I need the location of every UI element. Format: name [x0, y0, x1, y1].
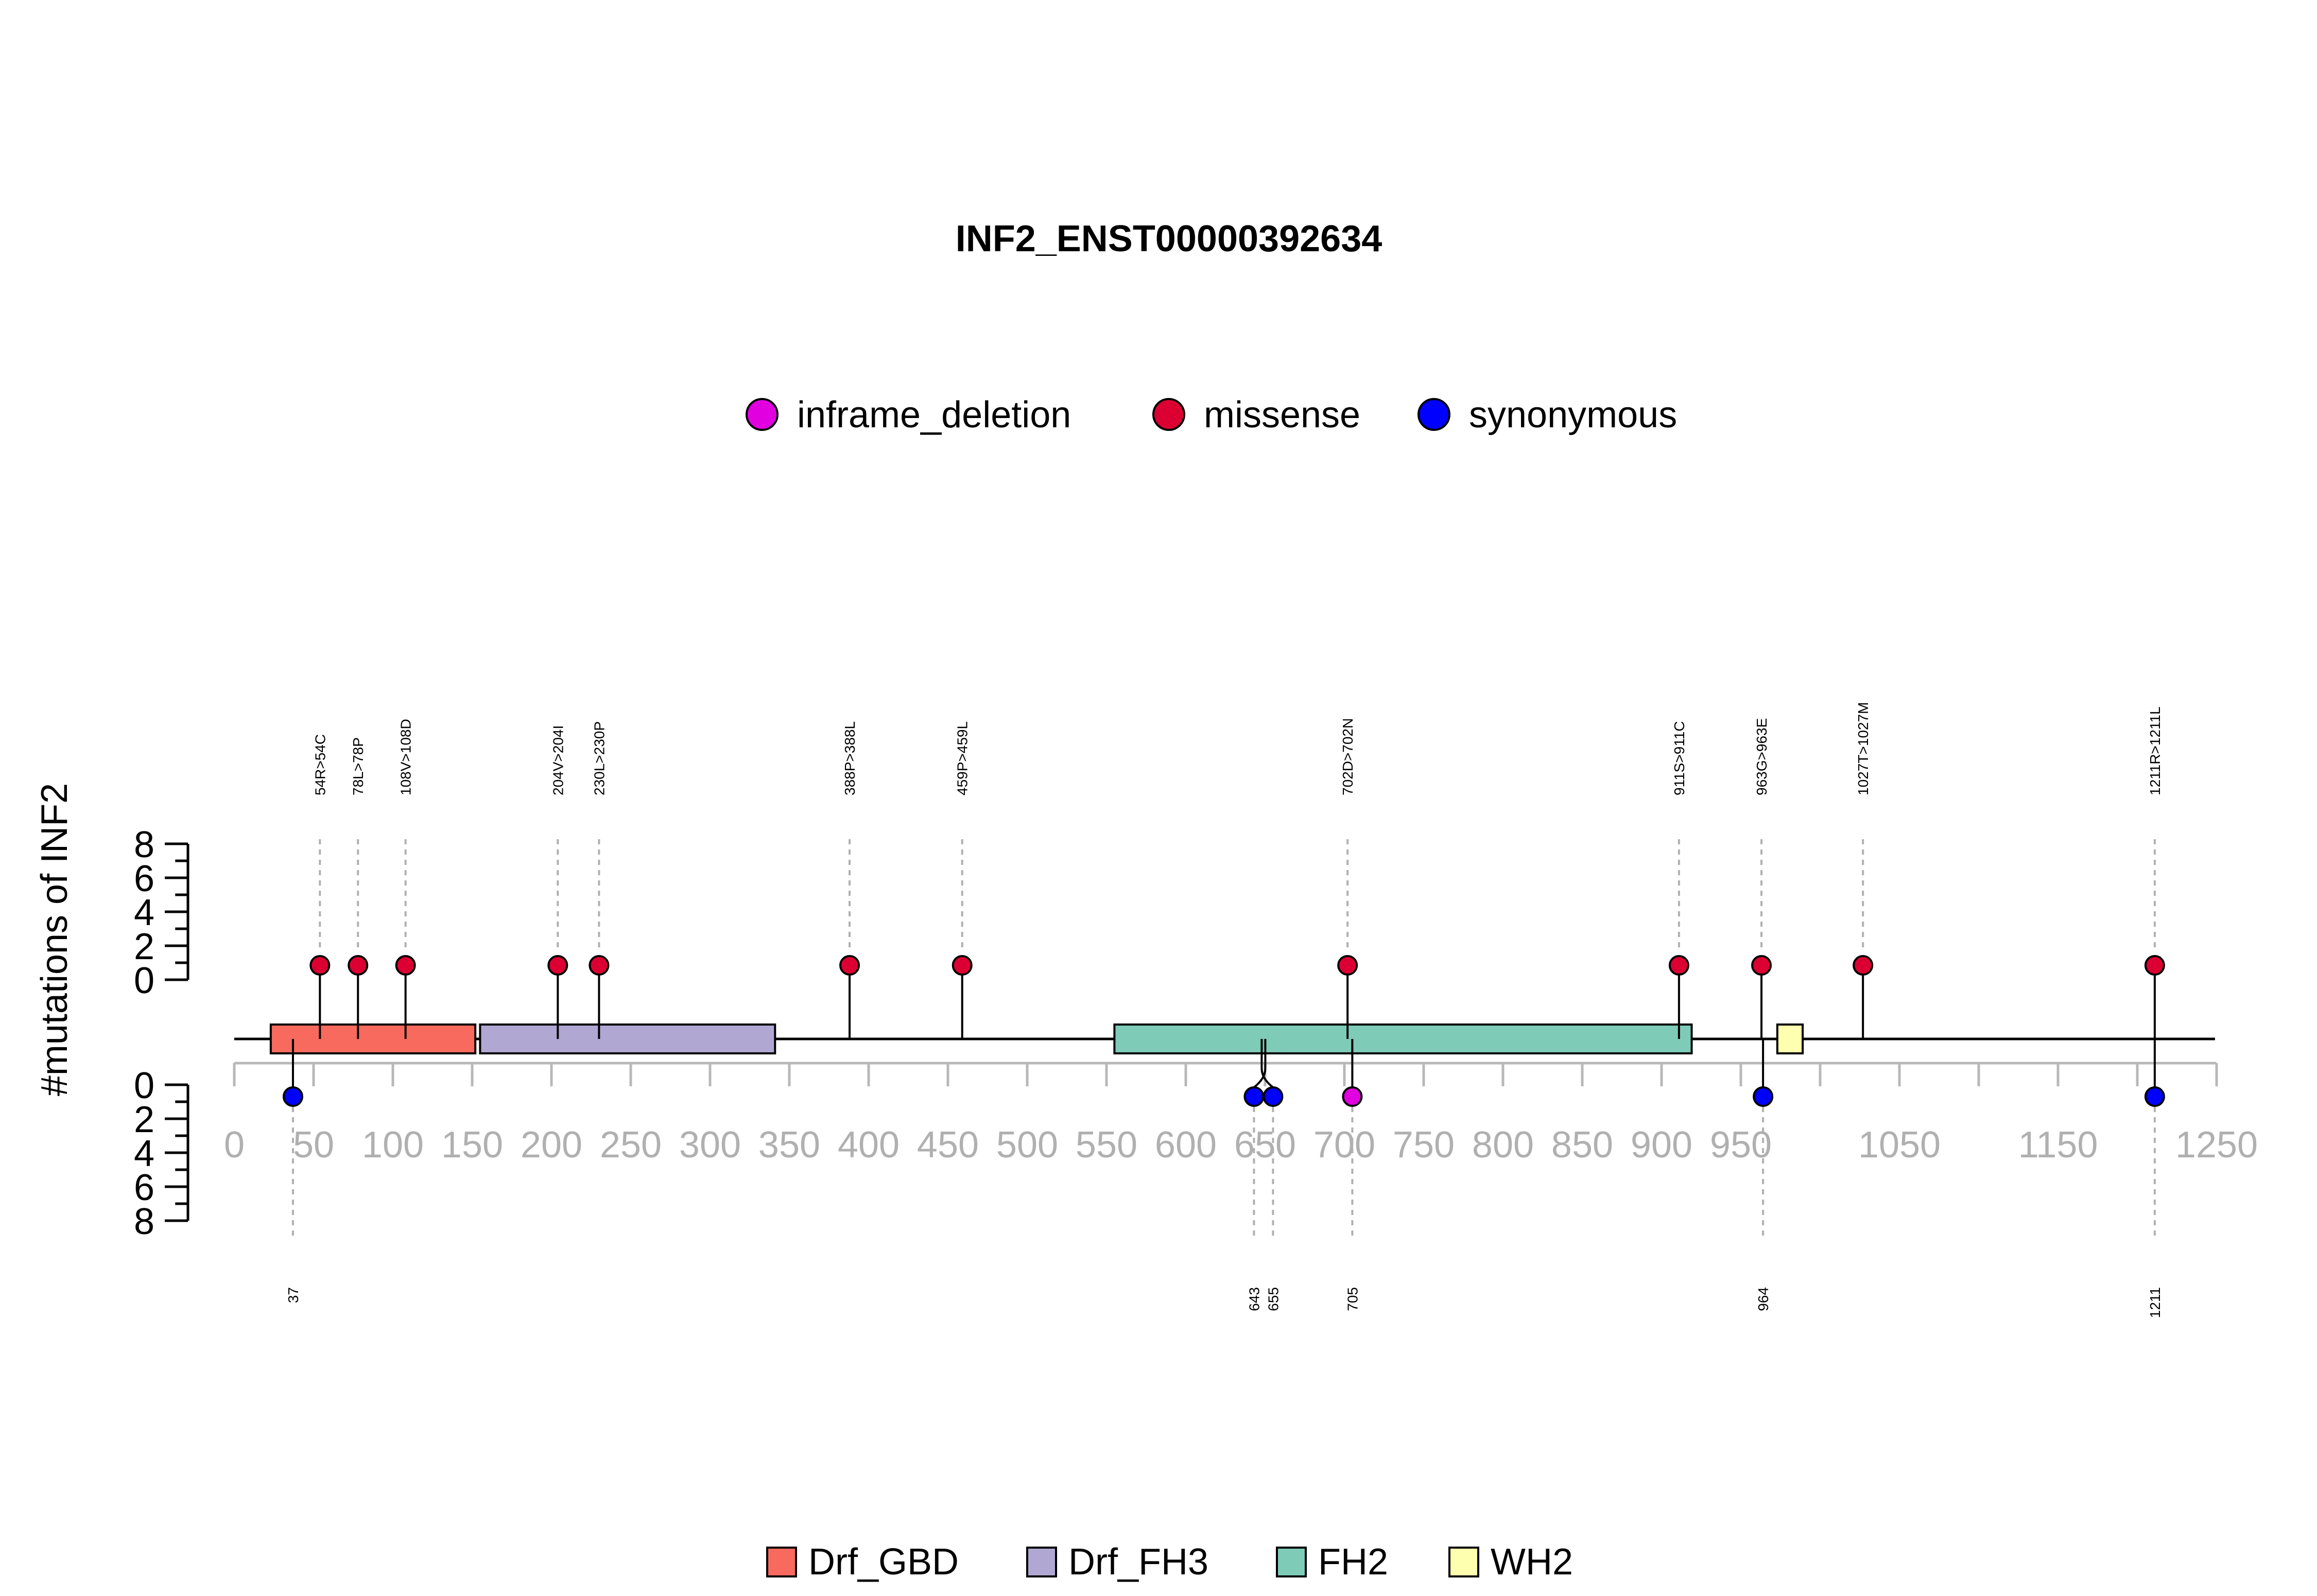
- x-tick-label: 500: [996, 1124, 1058, 1166]
- legend-swatch-Drf_GBD: [766, 1547, 797, 1577]
- legend-label-inframe_deletion: inframe_deletion: [797, 394, 1071, 436]
- legend-label-WH2: WH2: [1491, 1541, 1573, 1583]
- mutation-label: 643: [1246, 1287, 1262, 1311]
- lollipop-head-missense: [952, 955, 973, 976]
- mutation-label: 655: [1265, 1287, 1281, 1311]
- x-tick-label: 750: [1393, 1124, 1455, 1166]
- mutation-label: 108V>108D: [398, 719, 414, 795]
- x-tick-label: 350: [758, 1124, 820, 1166]
- mutation-type-legend: inframe_deletion missense synonymous: [746, 394, 1677, 436]
- lower-y-tick-label: 6: [134, 1167, 154, 1208]
- x-tick-label: 550: [1076, 1124, 1137, 1166]
- mutation-label: 388P>388L: [842, 721, 858, 795]
- domain-WH2: [1776, 1023, 1804, 1054]
- lower-y-tick-label: 4: [134, 1133, 154, 1174]
- lollipop-head-missense: [1337, 955, 1358, 976]
- mutation-label: 459P>459L: [955, 721, 971, 795]
- y-axis-label: #mutations of INF2: [34, 783, 75, 1096]
- legend-swatch-Drf_FH3: [1026, 1547, 1057, 1577]
- mutation-label: 54R>54C: [312, 734, 328, 795]
- domain-Drf_FH3: [479, 1023, 776, 1054]
- protein-domains: [269, 1023, 1804, 1054]
- lollipop-head-synonymous: [2144, 1086, 2165, 1107]
- lollipop-head-missense: [309, 955, 331, 976]
- x-tick-label: 0: [224, 1124, 245, 1166]
- x-tick-label: 700: [1313, 1124, 1375, 1166]
- upper-y-tick-label: 8: [134, 824, 154, 865]
- mutation-label: 37: [285, 1287, 301, 1303]
- legend-label-Drf_FH3: Drf_FH3: [1068, 1541, 1208, 1583]
- mutation-label: 911S>911C: [1671, 721, 1687, 795]
- upper-y-tick-label: 0: [134, 960, 154, 1001]
- lollipop-head-missense: [395, 955, 416, 976]
- upper-y-tick-label: 6: [134, 858, 154, 899]
- lollipop-head-missense: [348, 955, 369, 976]
- lollipop-head-missense: [1751, 955, 1772, 976]
- lower-y-tick-label: 2: [134, 1099, 154, 1140]
- x-tick-label: 200: [521, 1124, 582, 1166]
- mutation-label: 963G>963E: [1754, 718, 1770, 795]
- legend-marker-synonymous: [1417, 398, 1450, 431]
- lollipop-head-synonymous: [1753, 1086, 1774, 1107]
- x-tick-label: 950: [1710, 1124, 1772, 1166]
- mutation-label: 1027T>1027M: [1855, 702, 1871, 795]
- lollipop-head-synonymous: [1243, 1086, 1265, 1107]
- mutation-label: 204V>204I: [550, 725, 566, 795]
- upper-y-tick-label: 4: [134, 892, 154, 933]
- mutation-label: 78L>78P: [350, 737, 366, 795]
- x-tick-label: 800: [1472, 1124, 1534, 1166]
- x-tick-label: 600: [1155, 1124, 1217, 1166]
- lollipop-head-missense: [1668, 955, 1689, 976]
- legend-label-Drf_GBD: Drf_GBD: [808, 1541, 959, 1583]
- domain-FH2: [1113, 1023, 1693, 1054]
- x-tick-label: 100: [362, 1124, 424, 1166]
- lollipop-head-synonymous: [282, 1086, 303, 1107]
- lollipop-head-missense: [589, 955, 610, 976]
- chart-title: INF2_ENST00000392634: [956, 218, 1382, 259]
- lollipop-head-synonymous: [1263, 1086, 1284, 1107]
- position-axis: 0 50 100 150 200 250 300 350 400 450 500 550 600 650 7…: [224, 1062, 2258, 1166]
- x-tick-label: 650: [1234, 1124, 1296, 1166]
- lower-y-tick-label: 0: [134, 1065, 154, 1106]
- lollipop-head-missense: [839, 955, 860, 976]
- legend-marker-inframe_deletion: [746, 398, 779, 431]
- lollipop-head-missense: [1853, 955, 1874, 976]
- legend-label-synonymous: synonymous: [1469, 394, 1677, 436]
- mutation-label: 702D>702N: [1340, 718, 1356, 795]
- lower-y-tick-label: 8: [134, 1201, 154, 1242]
- mutation-lollipops: 54R>54C 78L>78P 108V>108D 204V>204I 230L>230…: [282, 702, 2165, 1318]
- upper-y-tick-label: 2: [134, 926, 154, 967]
- domain-legend: Drf_GBD Drf_FH3 FH2 WH2: [766, 1541, 1573, 1583]
- x-tick-label: 250: [600, 1124, 662, 1166]
- legend-label-FH2: FH2: [1318, 1541, 1388, 1583]
- x-tick-label: 1150: [2018, 1124, 2098, 1166]
- x-tick-label: 1050: [1858, 1124, 1941, 1166]
- x-tick-label: 850: [1551, 1124, 1613, 1166]
- x-tick-label: 1250: [2175, 1124, 2258, 1166]
- x-tick-label: 150: [441, 1124, 503, 1166]
- domain-Drf_GBD: [269, 1023, 477, 1054]
- mutation-label: 1211: [2147, 1287, 2163, 1318]
- mutation-label: 705: [1344, 1287, 1360, 1311]
- legend-marker-missense: [1152, 398, 1185, 431]
- mutation-label: 230L>230P: [591, 721, 607, 795]
- x-tick-label: 50: [293, 1124, 334, 1166]
- legend-label-missense: missense: [1204, 394, 1360, 436]
- x-tick-label: 300: [679, 1124, 741, 1166]
- mutation-label: 964: [1755, 1287, 1771, 1311]
- legend-swatch-FH2: [1276, 1547, 1307, 1577]
- lollipop-head-missense: [2144, 955, 2165, 976]
- legend-swatch-WH2: [1448, 1547, 1479, 1577]
- x-tick-label: 450: [917, 1124, 979, 1166]
- lollipop-head-inframe_deletion: [1342, 1086, 1363, 1107]
- x-tick-label: 900: [1631, 1124, 1692, 1166]
- mutation-label: 1211R>1211L: [2147, 706, 2163, 795]
- x-tick-label: 400: [838, 1124, 900, 1166]
- lollipop-head-missense: [547, 955, 568, 976]
